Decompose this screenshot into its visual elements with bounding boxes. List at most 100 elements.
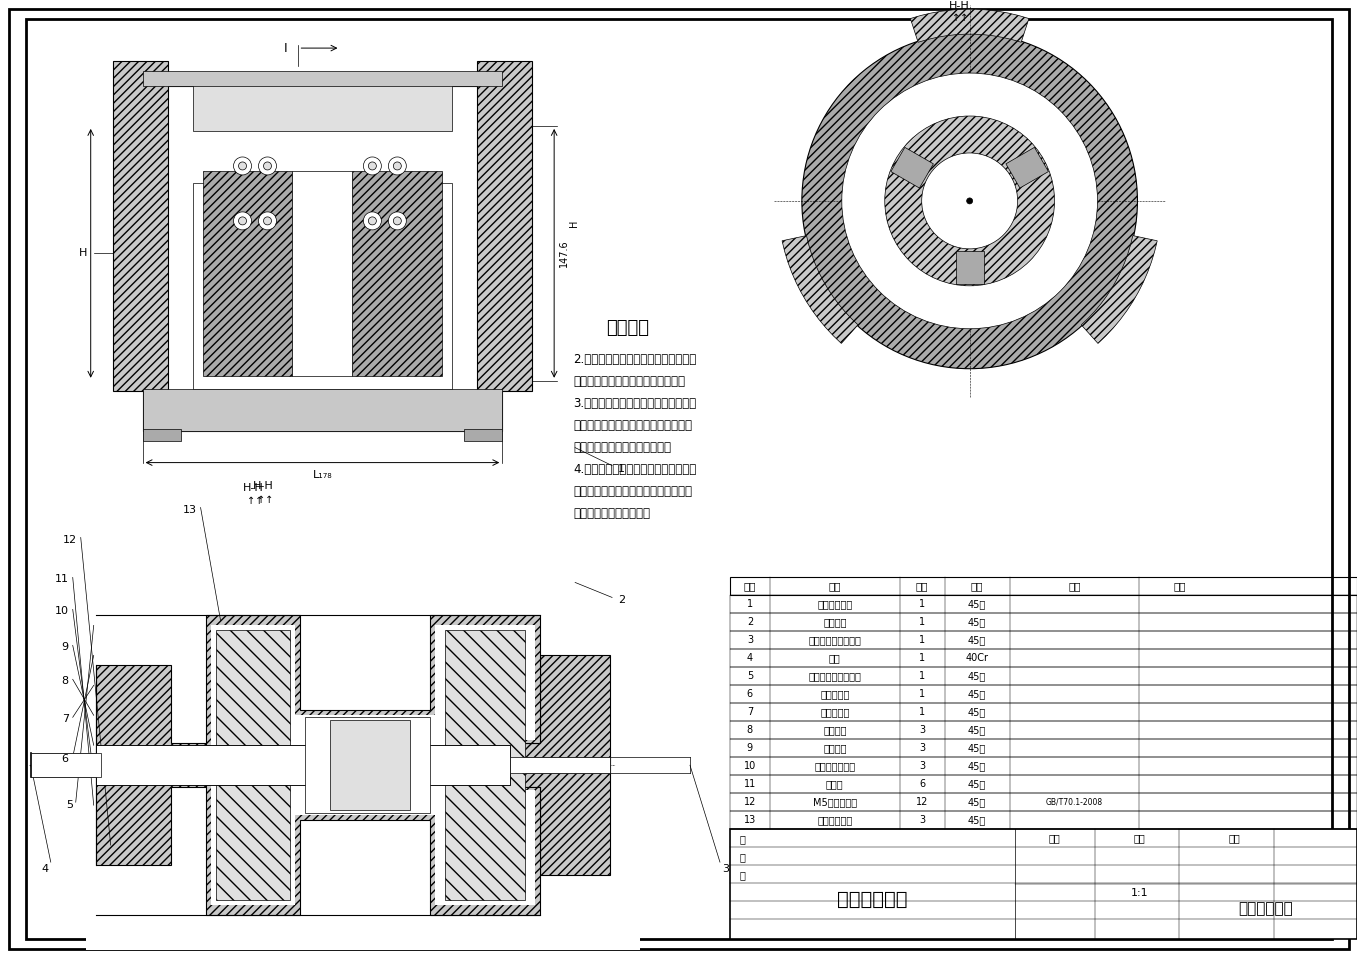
Bar — [143, 86, 502, 431]
Text: 3: 3 — [919, 761, 925, 771]
Bar — [95, 746, 511, 785]
Text: 3: 3 — [722, 864, 729, 874]
Text: 3: 3 — [919, 725, 925, 735]
Text: 序号: 序号 — [744, 582, 756, 591]
Text: 固定架锁接块: 固定架锁接块 — [818, 815, 853, 825]
Text: 圆柱销: 圆柱销 — [826, 779, 843, 790]
Bar — [445, 631, 526, 901]
Text: 波峰定位锁爪限定器: 波峰定位锁爪限定器 — [808, 635, 861, 645]
Circle shape — [967, 198, 972, 204]
Text: 1:1: 1:1 — [1131, 888, 1149, 898]
Text: 1: 1 — [919, 635, 925, 645]
Text: 45钢: 45钢 — [968, 672, 986, 681]
Circle shape — [234, 211, 251, 230]
Text: 比例: 比例 — [1134, 834, 1145, 843]
Text: 如欠铸、机械损伤等）。: 如欠铸、机械损伤等）。 — [573, 507, 650, 520]
Text: 标准: 标准 — [1069, 582, 1081, 591]
Text: 孔和穿透性缺陷及严重的残缺类缺陷（: 孔和穿透性缺陷及严重的残缺类缺陷（ — [573, 485, 693, 498]
Text: 45钢: 45钢 — [968, 707, 986, 718]
Text: ↑↑: ↑↑ — [247, 496, 263, 505]
Circle shape — [842, 73, 1097, 329]
Text: 12: 12 — [744, 797, 756, 807]
Text: 审: 审 — [740, 870, 746, 880]
Text: 7: 7 — [61, 714, 69, 724]
Text: 3: 3 — [919, 744, 925, 753]
Text: 3: 3 — [747, 635, 752, 645]
Text: 涂漆前，必须将锈蚀、氧化皮、油脂、: 涂漆前，必须将锈蚀、氧化皮、油脂、 — [573, 419, 693, 433]
Text: 4: 4 — [42, 864, 49, 874]
Text: 147.6: 147.6 — [559, 239, 569, 267]
Bar — [731, 650, 1357, 667]
Bar — [143, 71, 502, 86]
Text: 10: 10 — [744, 761, 756, 771]
Bar — [95, 746, 511, 785]
Text: 7: 7 — [747, 707, 754, 718]
Text: 8: 8 — [61, 677, 69, 686]
Text: 1: 1 — [919, 707, 925, 718]
Bar — [107, 66, 538, 451]
Polygon shape — [782, 235, 858, 344]
Text: 45钢: 45钢 — [968, 815, 986, 825]
Text: 序检查合格后，方可转入下道工序。: 序检查合格后，方可转入下道工序。 — [573, 375, 686, 389]
Text: 45钢: 45钢 — [968, 725, 986, 735]
Bar — [292, 171, 352, 376]
Text: 第二锁爪: 第二锁爪 — [823, 744, 846, 753]
Text: 移动法兰: 移动法兰 — [823, 617, 846, 628]
Text: 45钢: 45钢 — [968, 744, 986, 753]
Bar — [143, 429, 181, 440]
Bar — [143, 389, 502, 431]
Text: 进口轴空心轴: 进口轴空心轴 — [818, 599, 853, 610]
Circle shape — [258, 157, 277, 175]
Text: 6: 6 — [747, 689, 752, 700]
Bar — [306, 718, 430, 813]
Text: 6: 6 — [61, 754, 69, 765]
Bar — [193, 73, 452, 131]
Text: 材料: 材料 — [1048, 834, 1061, 843]
Bar — [731, 595, 1357, 613]
Text: 12: 12 — [62, 535, 76, 545]
Text: H: H — [79, 249, 87, 258]
Text: 45钢: 45钢 — [968, 599, 986, 610]
Text: 1: 1 — [919, 654, 925, 663]
Text: 4.铸件表面上不允许有冷隔、裂纹、缩: 4.铸件表面上不允许有冷隔、裂纹、缩 — [573, 463, 697, 476]
Bar — [731, 739, 1357, 757]
Text: 数量: 数量 — [915, 582, 929, 591]
Text: 45钢: 45钢 — [968, 689, 986, 700]
Polygon shape — [505, 656, 610, 875]
Text: 1: 1 — [919, 672, 925, 681]
Text: 13: 13 — [182, 504, 197, 515]
Polygon shape — [1081, 235, 1157, 344]
Text: 5: 5 — [65, 800, 73, 811]
Polygon shape — [891, 147, 933, 188]
Polygon shape — [95, 665, 205, 865]
Circle shape — [368, 162, 376, 170]
Text: 校: 校 — [740, 852, 746, 862]
Bar — [113, 61, 167, 390]
Text: 第一锁爪: 第一锁爪 — [823, 725, 846, 735]
Text: 制: 制 — [740, 835, 746, 844]
Bar — [464, 429, 502, 440]
Bar — [731, 722, 1357, 739]
Text: 8: 8 — [747, 725, 752, 735]
Text: 2: 2 — [747, 617, 754, 628]
Text: 灰尘、泥土、盐和污物等除去。: 灰尘、泥土、盐和污物等除去。 — [573, 441, 671, 455]
Text: GB/T70.1-2008: GB/T70.1-2008 — [1046, 798, 1103, 807]
Bar — [731, 577, 1357, 595]
Circle shape — [388, 211, 406, 230]
Text: 2: 2 — [618, 595, 625, 606]
Text: 9: 9 — [747, 744, 752, 753]
Text: 1: 1 — [618, 463, 625, 474]
Text: 9: 9 — [61, 642, 69, 653]
Text: 1: 1 — [919, 617, 925, 628]
Circle shape — [368, 217, 376, 225]
Polygon shape — [210, 625, 535, 905]
Circle shape — [258, 211, 277, 230]
Text: 6: 6 — [919, 779, 925, 790]
Circle shape — [801, 33, 1138, 368]
Text: 波峰定位机构: 波峰定位机构 — [837, 890, 907, 908]
Bar — [731, 667, 1357, 685]
Text: 长春工程学院: 长春工程学院 — [1238, 901, 1293, 917]
Text: 1: 1 — [919, 599, 925, 610]
Text: 13: 13 — [744, 815, 756, 825]
Text: 45钢: 45钢 — [968, 797, 986, 807]
